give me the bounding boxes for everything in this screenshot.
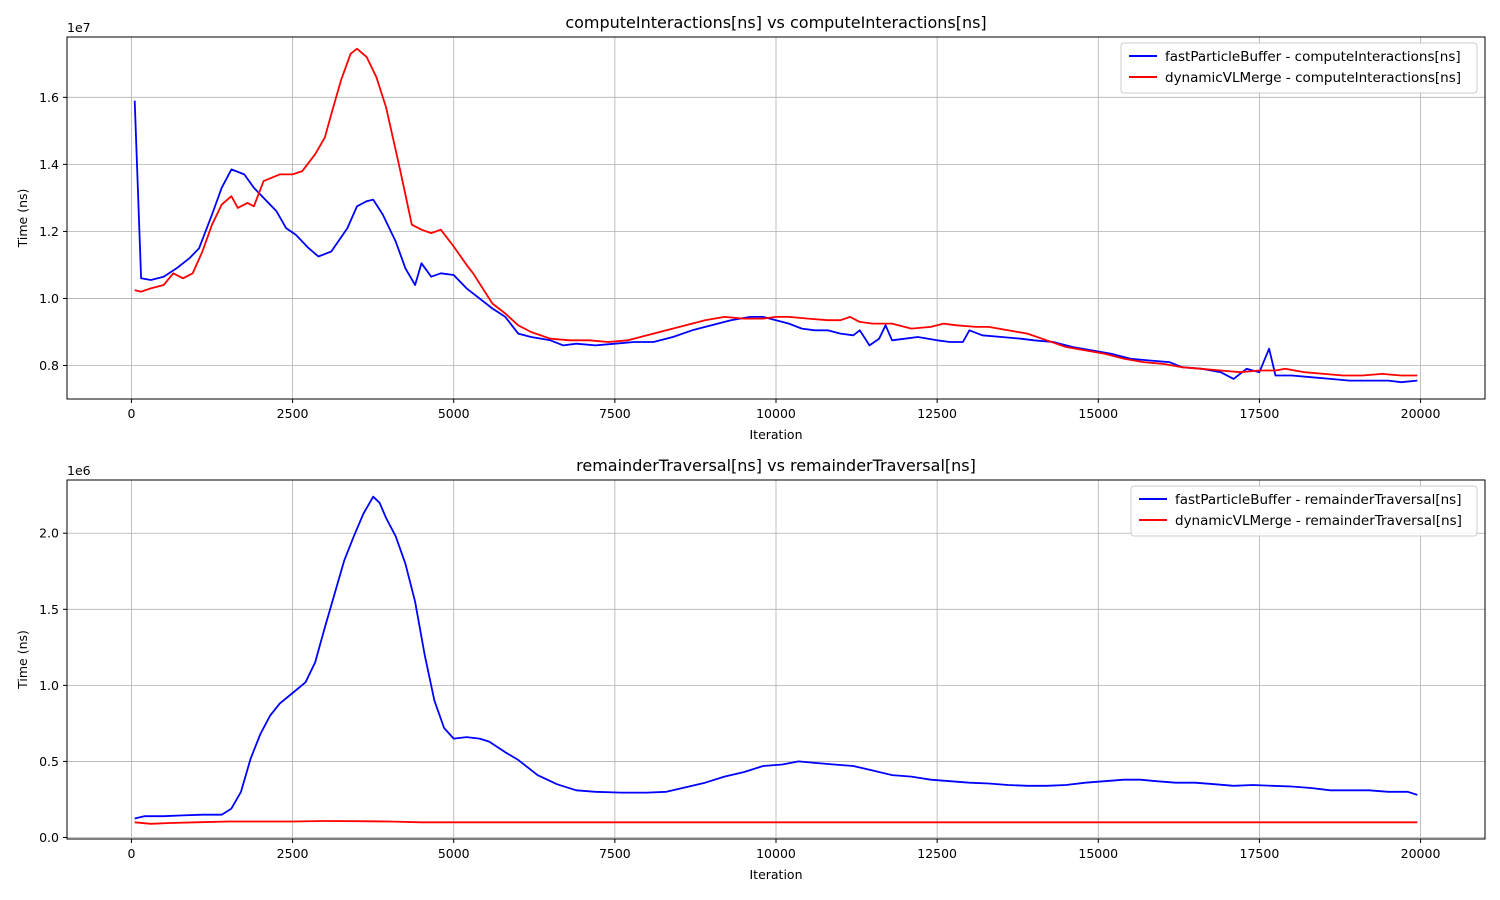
series-line-2	[134, 47, 1418, 377]
x-tick-label: 17500	[1240, 846, 1280, 861]
x-tick-label: 15000	[1078, 846, 1118, 861]
x-tick-label: 5000	[438, 846, 470, 861]
y-tick-label: 1.4	[39, 157, 59, 172]
x-tick-label: 12500	[917, 406, 957, 421]
x-tick-label: 0	[127, 406, 135, 421]
x-tick-label: 7500	[599, 846, 631, 861]
x-tick-label: 10000	[756, 406, 796, 421]
legend-label-1: fastParticleBuffer - computeInteractions…	[1165, 49, 1461, 65]
y-tick-label: 0.5	[39, 754, 59, 769]
y-tick-label: 1.0	[39, 291, 59, 306]
y-tick-label: 0.0	[39, 830, 59, 845]
y-tick-label: 0.8	[39, 358, 59, 373]
y-tick-label: 1.2	[39, 224, 59, 239]
x-tick-label: 2500	[277, 406, 309, 421]
grid-lines	[67, 480, 1485, 839]
y-tick-label: 2.0	[39, 526, 59, 541]
x-axis-label: Iteration	[749, 427, 802, 442]
x-tick-label: 10000	[756, 846, 796, 861]
chart-1: 0 2500 5000 7500 10000 12500 15000 17500 20000 0.…	[15, 13, 1486, 442]
y-offset-label: 1e7	[67, 20, 91, 35]
x-tick-label: 20000	[1401, 406, 1441, 421]
y-offset-label: 1e6	[67, 463, 91, 478]
legend-box	[1130, 485, 1478, 537]
x-tick-label: 15000	[1078, 406, 1118, 421]
x-tick-label: 5000	[438, 406, 470, 421]
grid-lines	[67, 37, 1485, 399]
y-axis-label: Time (ns)	[15, 189, 30, 249]
series-line-2	[134, 820, 1418, 825]
legend: fastParticleBuffer - computeInteractions…	[1120, 42, 1478, 94]
x-tick-label: 2500	[277, 846, 309, 861]
chart-2: 0 2500 5000 7500 10000 12500 15000 17500 20000 0.…	[15, 456, 1486, 882]
x-tick-label: 17500	[1240, 406, 1280, 421]
x-tick-label: 20000	[1401, 846, 1441, 861]
chart-title: remainderTraversal[ns] vs remainderTrave…	[576, 456, 976, 475]
series-line-1	[134, 495, 1418, 820]
legend-label-2: dynamicVLMerge - computeInteractions[ns]	[1165, 70, 1461, 86]
x-axis-label: Iteration	[749, 867, 802, 882]
legend: fastParticleBuffer - remainderTraversal[…	[1130, 485, 1478, 537]
legend-label-1: fastParticleBuffer - remainderTraversal[…	[1175, 492, 1462, 508]
legend-label-2: dynamicVLMerge - remainderTraversal[ns]	[1175, 513, 1462, 529]
x-tick-label: 0	[127, 846, 135, 861]
chart-title: computeInteractions[ns] vs computeIntera…	[565, 13, 986, 32]
y-tick-label: 1.6	[39, 90, 59, 105]
series-line-1	[133, 100, 1418, 384]
y-tick-label: 1.0	[39, 678, 59, 693]
y-axis-label: Time (ns)	[15, 630, 30, 690]
x-tick-label: 7500	[599, 406, 631, 421]
x-tick-label: 12500	[917, 846, 957, 861]
y-tick-label: 1.5	[39, 602, 59, 617]
legend-box	[1120, 42, 1478, 94]
